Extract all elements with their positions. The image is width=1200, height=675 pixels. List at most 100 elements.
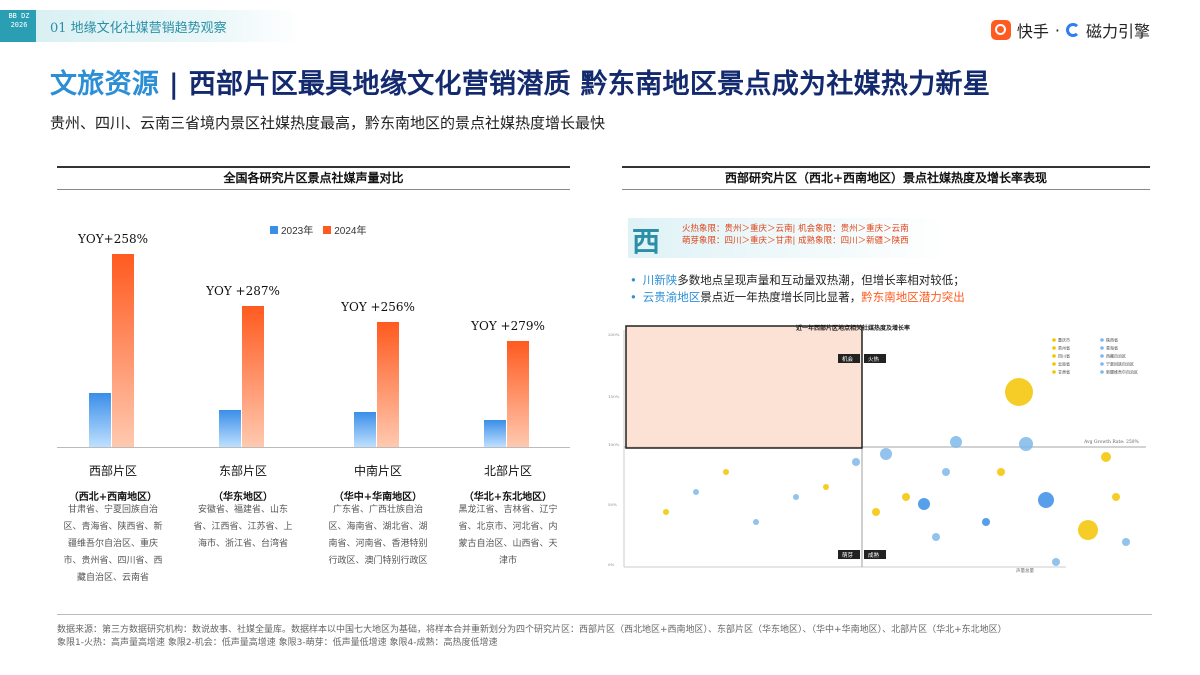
tag-sprout-bg	[838, 550, 860, 559]
legend-dot-7	[1100, 354, 1104, 358]
bullet-2-text: 景点近一年热度增长同比显著，	[700, 290, 862, 304]
region-provinces-1: 安徽省、福建省、山东省、江西省、江苏省、上海市、浙江省、台湾省	[193, 505, 293, 549]
right-panel-heading: 西部研究片区（西北+西南地区）景点社媒热度及增长率表现	[622, 166, 1150, 190]
scatter-point-18	[663, 509, 669, 515]
region-name-2: 中南片区	[353, 464, 402, 478]
legend-dot-3	[1052, 362, 1056, 366]
quadrant-summary: 火热象限：贵州＞重庆＞云南| 机会象限：贵州＞重庆＞云南 萌芽象限：四川＞重庆＞…	[682, 223, 909, 247]
footer-source: 数据来源：第三方数据研究机构：数说故事、社媒全量库。数据样本以中国七大地区为基础…	[57, 625, 1007, 635]
legend-text-3: 云南省	[1058, 361, 1070, 367]
bullet-2: 云贵渝地区景点近一年热度增长同比显著，黔东南地区潜力突出	[630, 289, 965, 306]
scatter-point-15	[753, 519, 759, 525]
kuaishou-icon	[990, 20, 1011, 40]
footer-divider	[57, 614, 1152, 615]
y-tick-3: 50%	[608, 502, 617, 507]
quadrant-tags: 机会 火热 萌芽 成熟	[838, 354, 886, 559]
bar-2023-1	[219, 410, 241, 447]
scatter-point-9	[1112, 493, 1120, 501]
scatter-point-22	[872, 508, 880, 516]
scatter-point-11	[982, 518, 990, 526]
section-banner: BB DZ 2026	[0, 10, 300, 42]
tag-mature: 成熟	[868, 551, 880, 559]
yoy-label-1: YOY +287%	[206, 284, 280, 299]
scatter-point-5	[918, 498, 930, 510]
scatter-point-14	[793, 494, 799, 500]
legend-text-0: 重庆市	[1058, 337, 1070, 343]
insight-bullets: 川新陕多数地点呈现声量和互动量双热潮，但增长率相对较低； 云贵渝地区景点近一年热…	[630, 272, 965, 306]
scatter-point-21	[1122, 538, 1130, 546]
region-provinces-3: 黑龙江省、吉林省、辽宁省、北京市、河北省、内蒙古自治区、山西省、天津市	[458, 505, 558, 566]
region-sub-3: （华北+东北地区）	[463, 492, 553, 503]
bar-2024-2	[377, 321, 399, 447]
bar-2023-0	[89, 392, 111, 447]
region-name-3: 北部片区	[483, 464, 532, 478]
y-tick-1: 150%	[608, 394, 620, 399]
legend-text-5: 陕西省	[1106, 337, 1118, 343]
scatter-point-0	[1005, 378, 1033, 406]
scatter-point-2	[1038, 492, 1054, 508]
bullet-1-text: 多数地点呈现声量和互动量双热潮，但增长率相对较低；	[677, 273, 965, 287]
legend-text-2: 四川省	[1058, 353, 1070, 359]
scatter-point-19	[1052, 558, 1060, 566]
bullet-1: 川新陕多数地点呈现声量和互动量双热潮，但增长率相对较低；	[630, 272, 965, 289]
bullet-1-highlight: 川新陕	[642, 273, 678, 287]
bar-2024-0	[112, 254, 134, 447]
scatter-point-8	[1101, 452, 1111, 462]
legend-dot-0	[1052, 338, 1056, 342]
legend-dot-1	[1052, 346, 1056, 350]
legend-label-2024: 2024年	[334, 226, 367, 237]
yoy-label-3: YOY +279%	[471, 318, 545, 333]
scatter-point-23	[942, 468, 950, 476]
tag-opportunity-bg	[838, 354, 860, 363]
brand-kuaishou: 快手	[1016, 22, 1049, 41]
scatter-point-4	[1019, 437, 1033, 451]
legend-dot-8	[1100, 362, 1104, 366]
west-character: 西	[632, 225, 661, 258]
scatter-point-6	[880, 448, 892, 460]
bar-2024-1	[242, 306, 264, 447]
region-provinces-0: 甘肃省、宁夏回族自治区、青海省、陕西省、新疆维吾尔自治区、重庆市、贵州省、四川省…	[63, 505, 163, 583]
highlight-region	[625, 325, 863, 449]
region-name-0: 西部片区	[88, 464, 137, 478]
section-label: 01 地缘文化社媒营销趋势观察	[50, 21, 227, 36]
scatter-point-7	[902, 493, 910, 501]
event-logo: BB DZ 2026	[8, 12, 30, 29]
region-name-1: 东部片区	[218, 464, 267, 478]
quadrant-line-1: 火热象限：贵州＞重庆＞云南| 机会象限：贵州＞重庆＞云南	[682, 224, 909, 234]
bullet-2-emphasis: 黔东南地区潜力突出	[861, 290, 965, 304]
scatter-chart: 近一年西部片区地点相关社媒热度及增长率 200% 150% 100% 50% 0…	[608, 324, 1146, 574]
west-summary-box	[628, 218, 948, 258]
legend-2024: 2024年	[323, 222, 367, 237]
legend-text-6: 青海省	[1106, 345, 1118, 351]
legend-label-2023: 2023年	[281, 226, 314, 237]
legend-swatch-2023	[270, 226, 278, 234]
footer-quadrants: 象限1-火热：高声量高增速 象限2-机会：低声量高增速 象限3-萌芽：低声量低增…	[57, 638, 498, 648]
page-subtitle: 贵州、四川、云南三省境内景区社媒热度最高，黔东南地区的景点社媒热度增长最快	[50, 114, 606, 132]
legend-text-7: 西藏自治区	[1106, 353, 1126, 359]
scatter-point-1	[1078, 520, 1098, 540]
tag-sprout: 萌芽	[842, 551, 854, 559]
title-prefix: 文旅资源	[50, 69, 160, 100]
legend-text-9: 新疆维吾尔自治区	[1106, 369, 1138, 375]
x-axis-label: 声量总量	[1016, 567, 1034, 574]
region-sub-1: （华东地区）	[213, 492, 273, 503]
legend-dot-2	[1052, 354, 1056, 358]
brand-separator: ·	[1054, 20, 1060, 40]
region-sub-2: （华中+华南地区）	[333, 492, 423, 503]
chart-legend: 2023年 2024年	[270, 222, 367, 237]
chart-axis	[57, 447, 570, 448]
tag-opportunity: 机会	[842, 355, 854, 363]
scatter-points	[663, 378, 1130, 566]
region-provinces-2: 广东省、广西壮族自治区、海南省、湖北省、湖南省、河南省、香港特别行政区、澳门特别…	[328, 505, 428, 566]
bar-2024-3	[507, 340, 529, 447]
scatter-point-10	[932, 533, 940, 541]
legend-text-1: 贵州省	[1058, 345, 1070, 351]
legend-dot-4	[1052, 370, 1056, 374]
y-tick-4: 0%	[608, 562, 615, 567]
scatter-title: 近一年西部片区地点相关社媒热度及增长率	[796, 324, 910, 332]
scatter-point-20	[997, 468, 1005, 476]
tag-hot-bg	[864, 354, 886, 363]
legend-2023: 2023年	[270, 222, 313, 237]
brand-cili: 磁力引擎	[1085, 22, 1150, 41]
bar-2023-2	[354, 412, 376, 447]
